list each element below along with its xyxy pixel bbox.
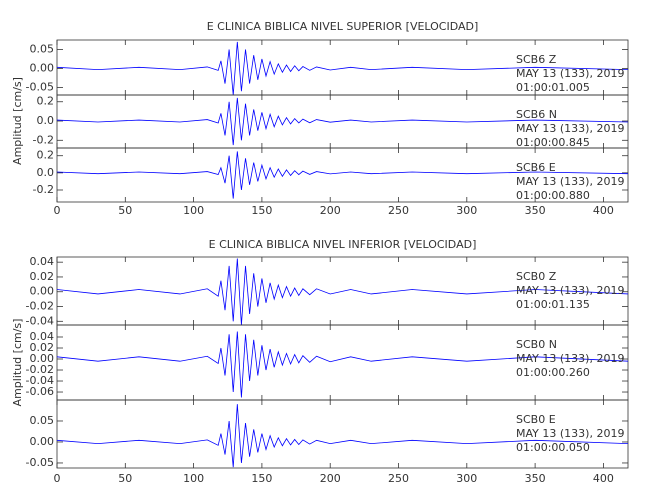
y-tick-label: 0.04 xyxy=(30,330,55,343)
y-tick-label: 0.00 xyxy=(30,285,55,298)
x-tick-label: 400 xyxy=(593,204,614,217)
waveform xyxy=(56,404,629,468)
x-tick-label: 100 xyxy=(183,204,204,217)
trace-label: MAY 13 (133), 2019 xyxy=(516,427,624,440)
trace-label: 01:00:01.135 xyxy=(516,298,590,311)
x-tick-label: 0 xyxy=(54,472,61,485)
trace-label: SCB0 N xyxy=(516,338,557,351)
trace-label: MAY 13 (133), 2019 xyxy=(516,352,624,365)
waveform xyxy=(56,258,629,326)
trace-label: SCB0 E xyxy=(516,413,556,426)
y-tick-label: -0.05 xyxy=(26,456,54,469)
y-tick-label: 0.2 xyxy=(37,95,55,108)
y-tick-label: 0.02 xyxy=(30,270,55,283)
y-tick-label: 0.05 xyxy=(30,42,55,55)
y-axis-label: Amplitud [cm/s] xyxy=(11,77,24,165)
y-tick-label: 0.05 xyxy=(30,414,55,427)
x-tick-label: 200 xyxy=(320,204,341,217)
x-tick-label: 150 xyxy=(251,204,272,217)
x-tick-label: 400 xyxy=(593,472,614,485)
y-tick-label: 0.02 xyxy=(30,341,55,354)
trace-label: SCB0 Z xyxy=(516,270,557,283)
panel-frame xyxy=(56,399,629,469)
chart-title: E CLINICA BIBLICA NIVEL SUPERIOR [VELOCI… xyxy=(207,20,479,33)
trace-label: MAY 13 (133), 2019 xyxy=(516,175,624,188)
y-axis-label: Amplitud [cm/s] xyxy=(11,319,24,407)
x-tick-label: 0 xyxy=(54,204,61,217)
x-tick-label: 250 xyxy=(388,204,409,217)
y-tick-label: 0.00 xyxy=(30,352,55,365)
trace-label: 01:00:00.260 xyxy=(516,366,590,379)
trace-label: SCB6 E xyxy=(516,161,556,174)
x-tick-label: 150 xyxy=(251,472,272,485)
x-tick-label: 250 xyxy=(388,472,409,485)
y-tick-label: -0.04 xyxy=(26,374,54,387)
y-tick-label: 0.0 xyxy=(37,114,55,127)
x-tick-label: 50 xyxy=(118,472,132,485)
y-tick-label: 0.2 xyxy=(37,149,55,162)
x-tick-label: 100 xyxy=(183,472,204,485)
y-tick-label: 0.00 xyxy=(30,61,55,74)
x-tick-label: 200 xyxy=(320,472,341,485)
trace-label: 01:00:00.880 xyxy=(516,189,590,202)
y-tick-label: 0.0 xyxy=(37,166,55,179)
trace-label: MAY 13 (133), 2019 xyxy=(516,67,624,80)
waveform xyxy=(56,97,629,146)
x-tick-label: 300 xyxy=(456,204,477,217)
y-tick-label: -0.04 xyxy=(26,314,54,327)
waveform xyxy=(56,151,629,199)
x-tick-label: 300 xyxy=(456,472,477,485)
trace-label: MAY 13 (133), 2019 xyxy=(516,122,624,135)
y-tick-label: 0.04 xyxy=(30,255,55,268)
x-tick-label: 350 xyxy=(525,204,546,217)
y-tick-label: -0.2 xyxy=(33,183,54,196)
y-tick-label: -0.06 xyxy=(26,385,54,398)
y-tick-label: -0.02 xyxy=(26,363,54,376)
waveform xyxy=(56,41,629,96)
trace-label: SCB6 Z xyxy=(516,53,557,66)
trace-label: 01:00:00.845 xyxy=(516,136,590,149)
x-tick-label: 50 xyxy=(118,204,132,217)
trace-label: 01:00:00.050 xyxy=(516,441,590,454)
y-tick-label: -0.2 xyxy=(33,133,54,146)
y-tick-label: -0.05 xyxy=(26,80,54,93)
y-tick-label: -0.02 xyxy=(26,300,54,313)
trace-label: MAY 13 (133), 2019 xyxy=(516,284,624,297)
trace-label: SCB6 N xyxy=(516,108,557,121)
trace-label: 01:00:01.005 xyxy=(516,81,590,94)
waveform xyxy=(56,331,629,398)
panel-frame xyxy=(56,147,629,203)
chart-title: E CLINICA BIBLICA NIVEL INFERIOR [VELOCI… xyxy=(209,238,477,251)
x-tick-label: 350 xyxy=(525,472,546,485)
y-tick-label: 0.00 xyxy=(30,435,55,448)
